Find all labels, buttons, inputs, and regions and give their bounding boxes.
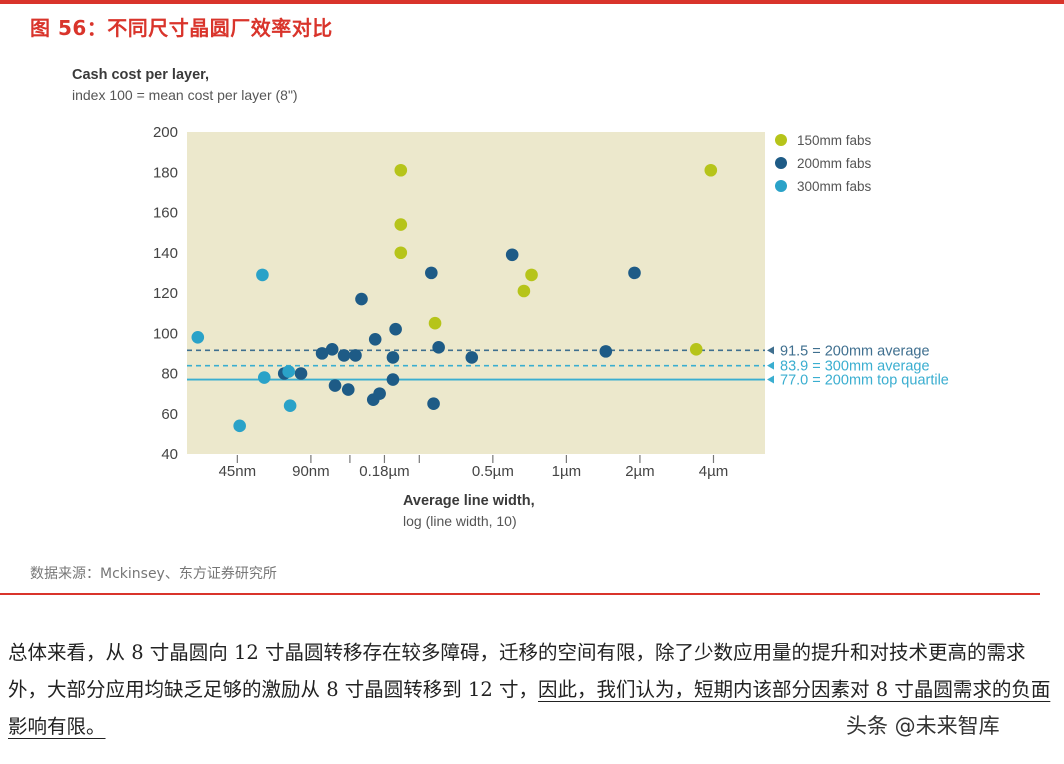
figure-title: 图 56：不同尺寸晶圆厂效率对比 [30, 16, 333, 40]
y-tick-label: 200 [153, 124, 178, 141]
data-point [282, 365, 295, 378]
data-point [325, 343, 339, 356]
data-points [191, 163, 718, 433]
paragraph-underlined-text: 因此，我们认为，短期内该部分因素对 8 寸晶圆需求的负面影响有限。 [8, 678, 1051, 738]
y-tick-label: 160 [153, 205, 178, 222]
data-point [704, 163, 718, 177]
x-axis-label: Average line width, [403, 493, 535, 509]
scatter-chart: 40 60 80 100 120 140 160 180 200 45nm 90nm 0.18µm 0… [153, 124, 949, 480]
y-tick-label: 40 [161, 446, 178, 463]
x-tick-label: 1µm [552, 463, 581, 480]
x-tick-label: 4µm [699, 463, 728, 480]
data-point [337, 349, 351, 362]
data-point [294, 367, 308, 380]
data-point [432, 341, 445, 354]
legend-label: 150mm fabs [797, 133, 872, 148]
data-point [191, 330, 205, 344]
reference-line-label: 77.0 = 200mm top quartile [780, 373, 949, 389]
legend-marker [775, 180, 787, 192]
y-tick-label: 100 [153, 325, 178, 342]
y-tick-label: 80 [161, 366, 178, 383]
legend-marker [775, 134, 787, 146]
reference-arrow [767, 375, 774, 384]
data-point [517, 284, 531, 298]
x-tick-label: 45nm [219, 463, 257, 480]
data-point [394, 246, 408, 260]
reference-arrow [767, 346, 774, 355]
x-axis-ticks: 45nm 90nm 0.18µm 0.5µm 1µm 2µm 4µm [219, 455, 728, 480]
data-point [233, 419, 246, 433]
data-point [394, 163, 408, 177]
data-point [427, 397, 440, 410]
data-point [328, 379, 342, 392]
x-tick-label: 2µm [625, 463, 654, 480]
legend-label: 300mm fabs [797, 179, 872, 194]
data-point [386, 351, 400, 364]
legend-label: 200mm fabs [797, 156, 872, 171]
reference-line-label: 83.9 = 300mm average [780, 359, 930, 375]
data-point [389, 322, 402, 336]
watermark: 头条 @未来智库 [846, 714, 1000, 738]
y-axis-ticks: 40 60 80 100 120 140 160 180 200 [153, 124, 178, 463]
y-axis-label: Cash cost per layer, [72, 67, 210, 83]
data-point [599, 345, 613, 358]
data-point [428, 316, 442, 330]
x-tick-label: 0.18µm [359, 463, 409, 480]
data-point [689, 343, 703, 356]
y-tick-label: 60 [161, 406, 178, 423]
data-point [628, 266, 641, 280]
data-point [283, 399, 297, 413]
data-point [256, 268, 269, 282]
data-point [355, 292, 368, 306]
y-axis-sublabel: index 100 = mean cost per layer (8") [72, 87, 298, 103]
data-point [315, 347, 329, 360]
legend-marker [775, 157, 787, 169]
reference-arrow [767, 361, 774, 370]
data-point [257, 371, 271, 384]
paragraph-text: 总体来看，从 8 寸晶圆向 12 寸晶圆转移存在较多障碍，迁移的空间有限，除了少… [8, 641, 1026, 701]
source-note: 数据来源：Mckinsey、东方证券研究所 [30, 566, 277, 582]
x-axis-sublabel: log (line width, 10) [403, 513, 517, 529]
body-paragraph: 总体来看，从 8 寸晶圆向 12 寸晶圆转移存在较多障碍，迁移的空间有限，除了少… [8, 634, 1058, 745]
bottom-rule [0, 593, 1040, 595]
data-point [386, 373, 400, 386]
x-tick-label: 0.5µm [472, 463, 514, 480]
data-point [425, 266, 438, 280]
y-tick-label: 140 [153, 245, 178, 262]
reference-line-label: 91.5 = 200mm average [780, 343, 930, 359]
top-rule [0, 0, 1064, 4]
data-point [341, 383, 355, 396]
plot-background [187, 132, 765, 454]
y-tick-label: 180 [153, 164, 178, 181]
data-point [373, 387, 386, 400]
data-point [505, 248, 519, 262]
x-tick-label: 90nm [292, 463, 330, 480]
data-point [465, 351, 479, 364]
data-point [349, 349, 362, 362]
data-point [368, 332, 382, 346]
y-tick-label: 120 [153, 285, 178, 302]
data-point [394, 218, 408, 231]
data-point [525, 268, 538, 282]
legend: 150mm fabs 200mm fabs 300mm fabs [775, 133, 872, 194]
